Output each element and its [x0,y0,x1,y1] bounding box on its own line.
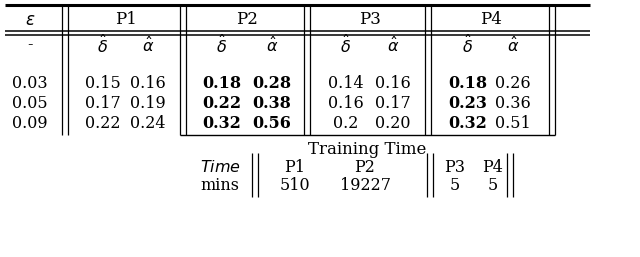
Text: 0.28: 0.28 [252,76,292,93]
Text: $\hat{\delta}$: $\hat{\delta}$ [463,34,474,56]
Text: 0.14: 0.14 [328,76,364,93]
Text: P1: P1 [115,12,136,29]
Text: P2: P2 [236,12,258,29]
Text: 0.15: 0.15 [85,76,121,93]
Text: 0.22: 0.22 [202,96,241,113]
Text: 0.51: 0.51 [495,115,531,133]
Text: $\hat{\delta}$: $\hat{\delta}$ [216,34,228,56]
Text: 0.03: 0.03 [12,76,48,93]
Text: 0.56: 0.56 [253,115,291,133]
Text: -: - [28,36,33,53]
Text: 0.2: 0.2 [333,115,358,133]
Text: 0.05: 0.05 [12,96,48,113]
Text: 0.22: 0.22 [85,115,121,133]
Text: 5: 5 [450,177,460,194]
Text: 5: 5 [488,177,498,194]
Text: 0.24: 0.24 [131,115,166,133]
Text: 0.09: 0.09 [12,115,48,133]
Text: $\hat{\alpha}$: $\hat{\alpha}$ [266,35,278,54]
Text: 0.17: 0.17 [375,96,411,113]
Text: P4: P4 [479,12,501,29]
Text: 0.19: 0.19 [130,96,166,113]
Text: 0.38: 0.38 [253,96,291,113]
Text: P3: P3 [445,159,465,176]
Text: $\hat{\alpha}$: $\hat{\alpha}$ [142,35,154,54]
Text: 0.23: 0.23 [449,96,488,113]
Text: 0.36: 0.36 [495,96,531,113]
Text: P1: P1 [285,159,305,176]
Text: 0.26: 0.26 [495,76,531,93]
Text: Training Time: Training Time [308,141,427,158]
Text: $\hat{\alpha}$: $\hat{\alpha}$ [507,35,519,54]
Text: 0.20: 0.20 [375,115,411,133]
Text: 0.32: 0.32 [449,115,488,133]
Text: P4: P4 [483,159,504,176]
Text: 0.16: 0.16 [375,76,411,93]
Text: 0.18: 0.18 [202,76,241,93]
Text: 0.18: 0.18 [449,76,488,93]
Text: 19227: 19227 [339,177,390,194]
Text: 510: 510 [280,177,310,194]
Text: $\epsilon$: $\epsilon$ [25,11,35,29]
Text: $\hat{\alpha}$: $\hat{\alpha}$ [387,35,399,54]
Text: 0.17: 0.17 [85,96,121,113]
Text: 0.16: 0.16 [328,96,364,113]
Text: $\hat{\delta}$: $\hat{\delta}$ [97,34,109,56]
Text: mins: mins [200,177,239,194]
Text: P2: P2 [355,159,376,176]
Text: 0.32: 0.32 [203,115,241,133]
Text: $\hat{\delta}$: $\hat{\delta}$ [340,34,351,56]
Text: $\mathit{Time}$: $\mathit{Time}$ [200,159,241,175]
Text: 0.16: 0.16 [130,76,166,93]
Text: P3: P3 [358,12,380,29]
